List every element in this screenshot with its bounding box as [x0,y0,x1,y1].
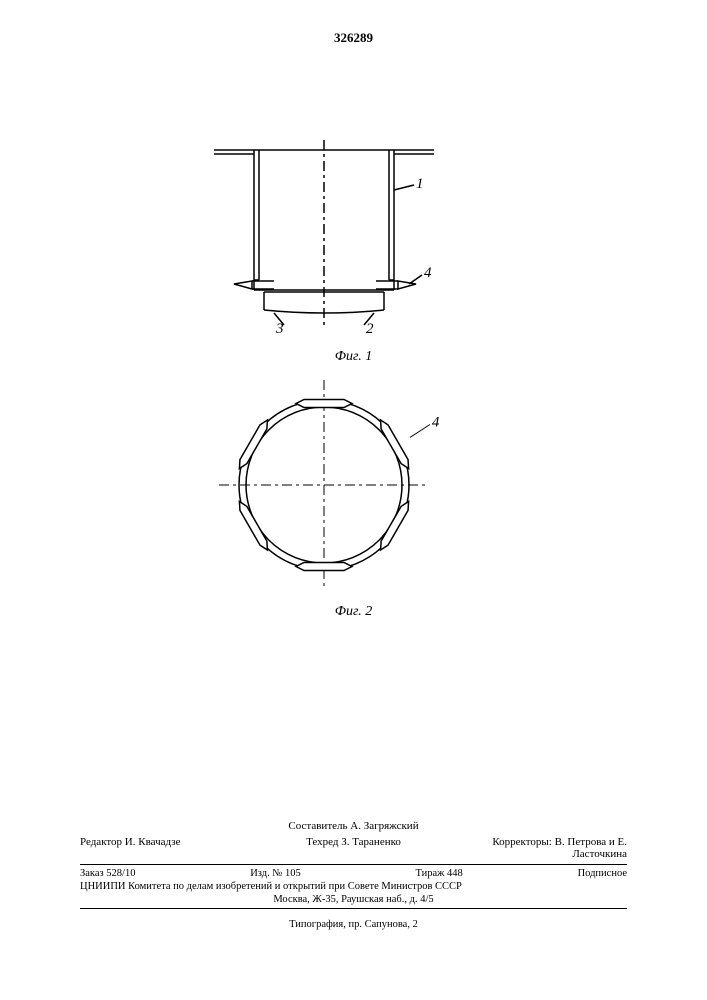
correctors: Корректоры: В. Петрова и Е. Ласточкина [445,836,627,860]
izd-number: Изд. № 105 [250,868,301,879]
divider-1 [80,864,627,865]
editor: Редактор И. Квачадзе [80,836,262,860]
footer: Составитель А. Загряжский Редактор И. Кв… [80,820,627,930]
compiler: Составитель А. Загряжский [80,820,627,832]
figure-1: 1 4 2 3 [204,130,444,340]
svg-text:4: 4 [431,415,439,431]
publication-org: ЦНИИПИ Комитета по делам изобретений и о… [80,881,627,892]
svg-text:3: 3 [275,321,284,337]
divider-2 [80,908,627,909]
publication-row: Заказ 528/10 Изд. № 105 Тираж 448 Подпис… [80,868,627,879]
credits-row: Редактор И. Квачадзе Техред З. Тараненко… [80,836,627,860]
svg-text:2: 2 [366,321,374,337]
figure-1-label: Фиг. 1 [204,349,504,365]
figure-2-label: Фиг. 2 [204,604,504,620]
publication-address: Москва, Ж-35, Раушская наб., д. 4/5 [80,894,627,905]
svg-text:4: 4 [424,265,432,281]
typography: Типография, пр. Сапунова, 2 [80,919,627,930]
podpisnoe: Подписное [578,868,627,879]
tirazh: Тираж 448 [416,868,463,879]
figure-2: 4 [204,375,444,595]
order-number: Заказ 528/10 [80,868,135,879]
page-number: 326289 [334,30,373,46]
figures-container: 1 4 2 3 Фиг. 1 4 Фиг. 2 [204,130,504,620]
svg-text:1: 1 [416,176,424,192]
tech-editor: Техред З. Тараненко [262,836,444,860]
